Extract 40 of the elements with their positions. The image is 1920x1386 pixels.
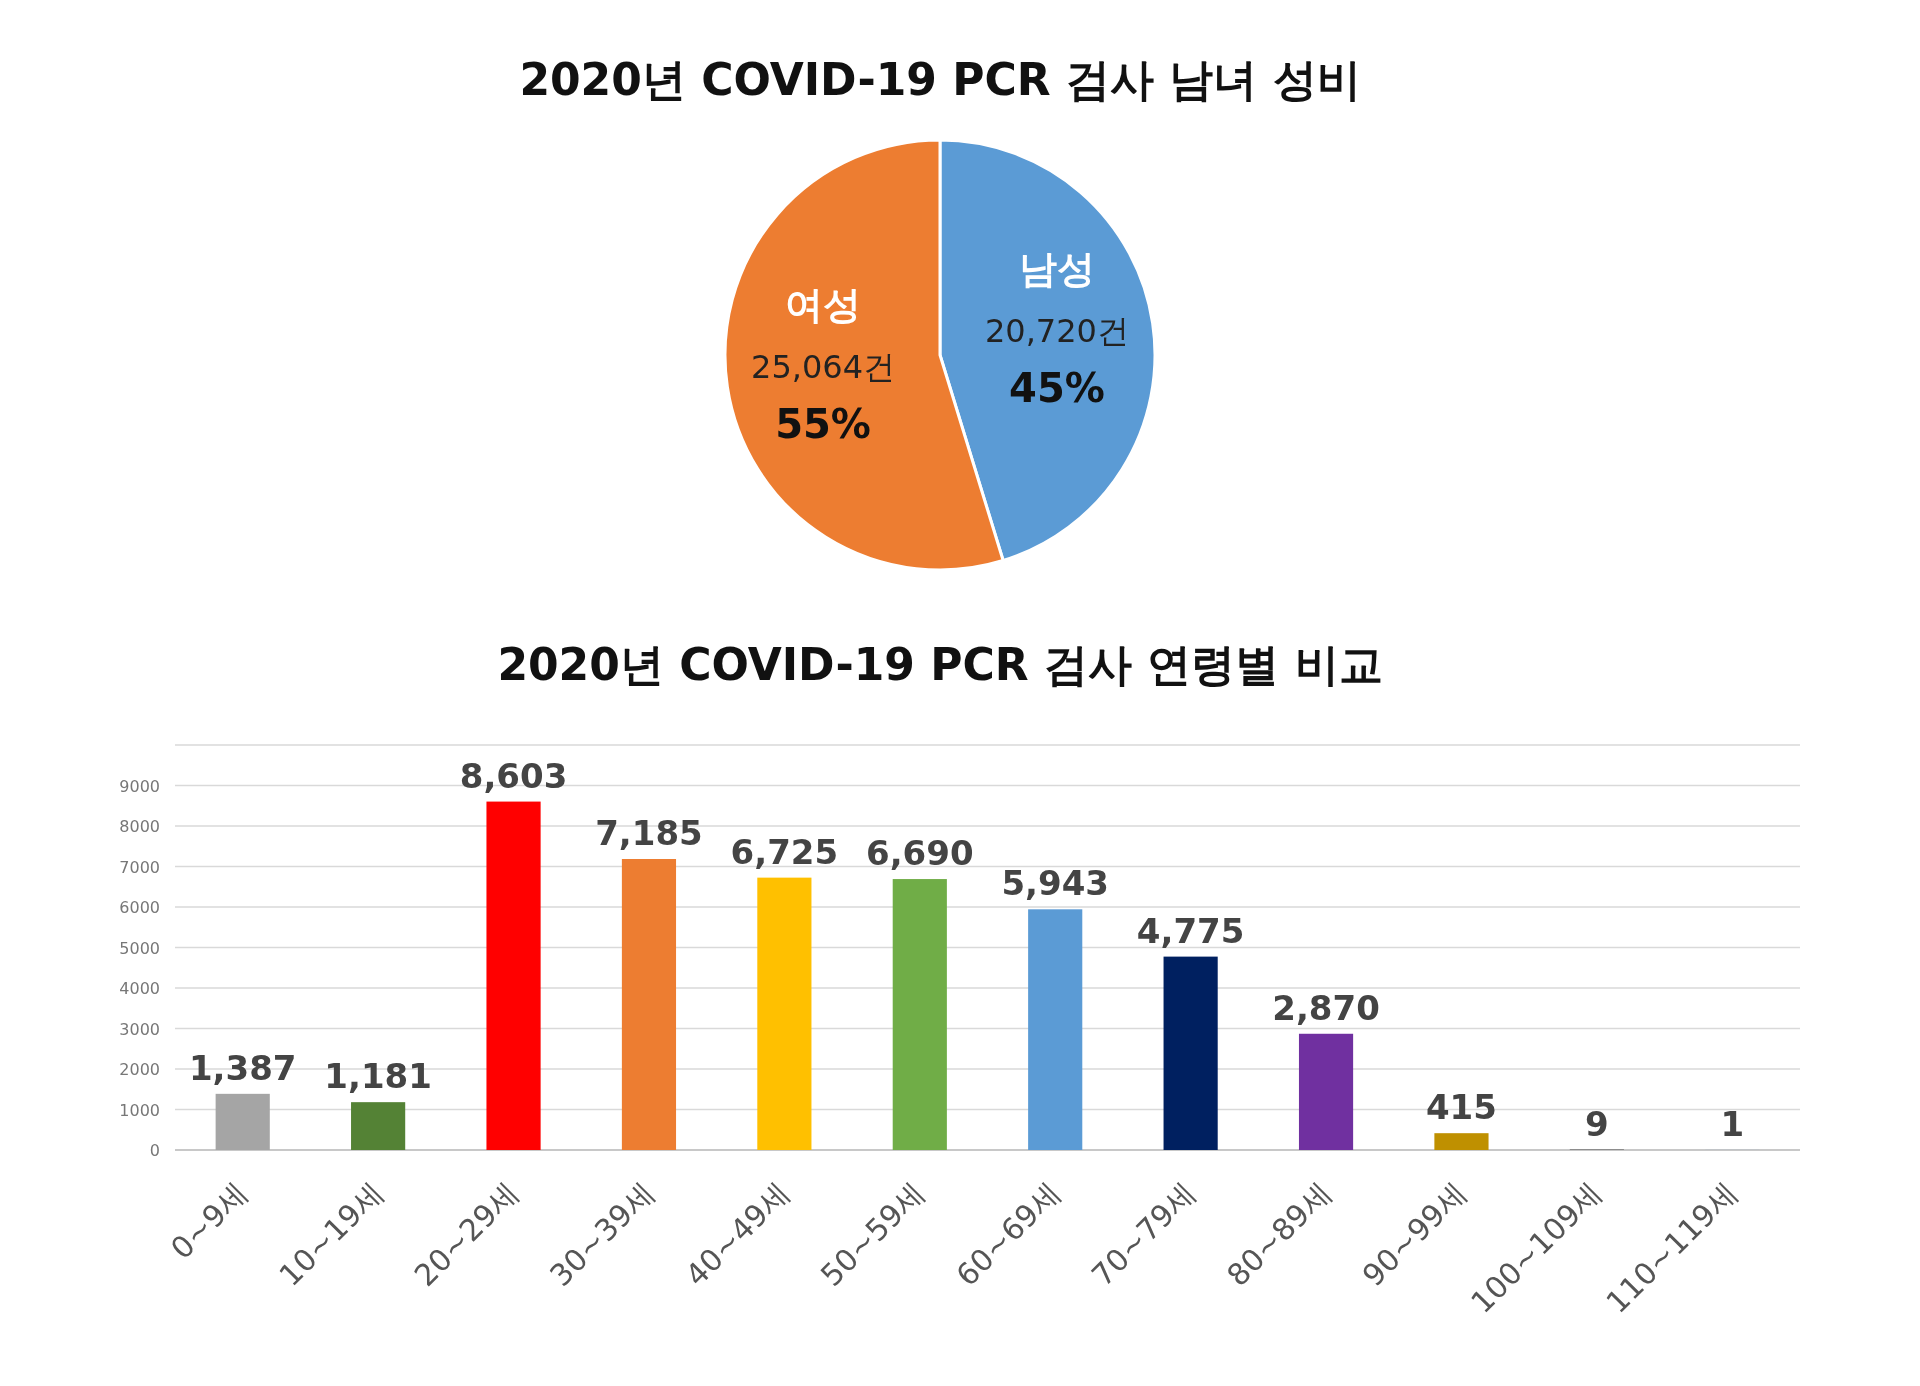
bar <box>486 801 541 1150</box>
data-label: 6,725 <box>730 831 839 872</box>
data-label: 9 <box>1585 1103 1609 1144</box>
bar <box>1163 956 1218 1150</box>
data-label: 25,064건 <box>751 347 896 386</box>
y-tick-label: 4000 <box>119 979 160 998</box>
slice-label: 남성 <box>1018 247 1095 292</box>
y-tick-label: 5000 <box>119 938 160 958</box>
data-label: 7,185 <box>595 813 703 854</box>
data-label: 5,943 <box>1001 863 1109 904</box>
bar <box>351 1102 406 1150</box>
y-tick-label: 1000 <box>119 1100 160 1120</box>
bar <box>1298 1033 1354 1150</box>
y-tick-label: 8000 <box>119 817 160 836</box>
text: 45% <box>1009 365 1105 412</box>
y-tick-label: 7000 <box>119 857 160 877</box>
data-label: 1,387 <box>188 1047 297 1088</box>
y-tick-label: 9000 <box>119 776 160 796</box>
slice-label: 여성 <box>785 282 862 327</box>
chart-title: 2020년 COVID-19 PCR 검사 연령별 비교 <box>497 639 1383 690</box>
text: 55% <box>775 400 871 447</box>
data-label: 6,690 <box>866 833 974 874</box>
bar <box>215 1093 270 1150</box>
data-label: 2,870 <box>1272 987 1380 1028</box>
data-label: 1 <box>1720 1103 1745 1144</box>
bar <box>1028 909 1083 1150</box>
data-label: 1,181 <box>324 1056 432 1097</box>
bar <box>892 879 947 1150</box>
y-tick-label: 6000 <box>119 898 160 917</box>
y-tick-label: 0 <box>149 1141 160 1160</box>
data-label: 8,603 <box>459 755 568 796</box>
y-tick-label: 3000 <box>119 1019 160 1039</box>
bar <box>757 877 812 1150</box>
chart-title: 2020년 COVID-19 PCR 검사 남녀 성비 <box>519 54 1361 105</box>
data-label: 20,720건 <box>984 312 1129 351</box>
bar <box>621 859 677 1150</box>
bar <box>1434 1133 1489 1150</box>
data-label: 415 <box>1425 1087 1497 1128</box>
y-tick-label: 2000 <box>119 1060 160 1079</box>
data-label: 4,775 <box>1136 910 1245 951</box>
